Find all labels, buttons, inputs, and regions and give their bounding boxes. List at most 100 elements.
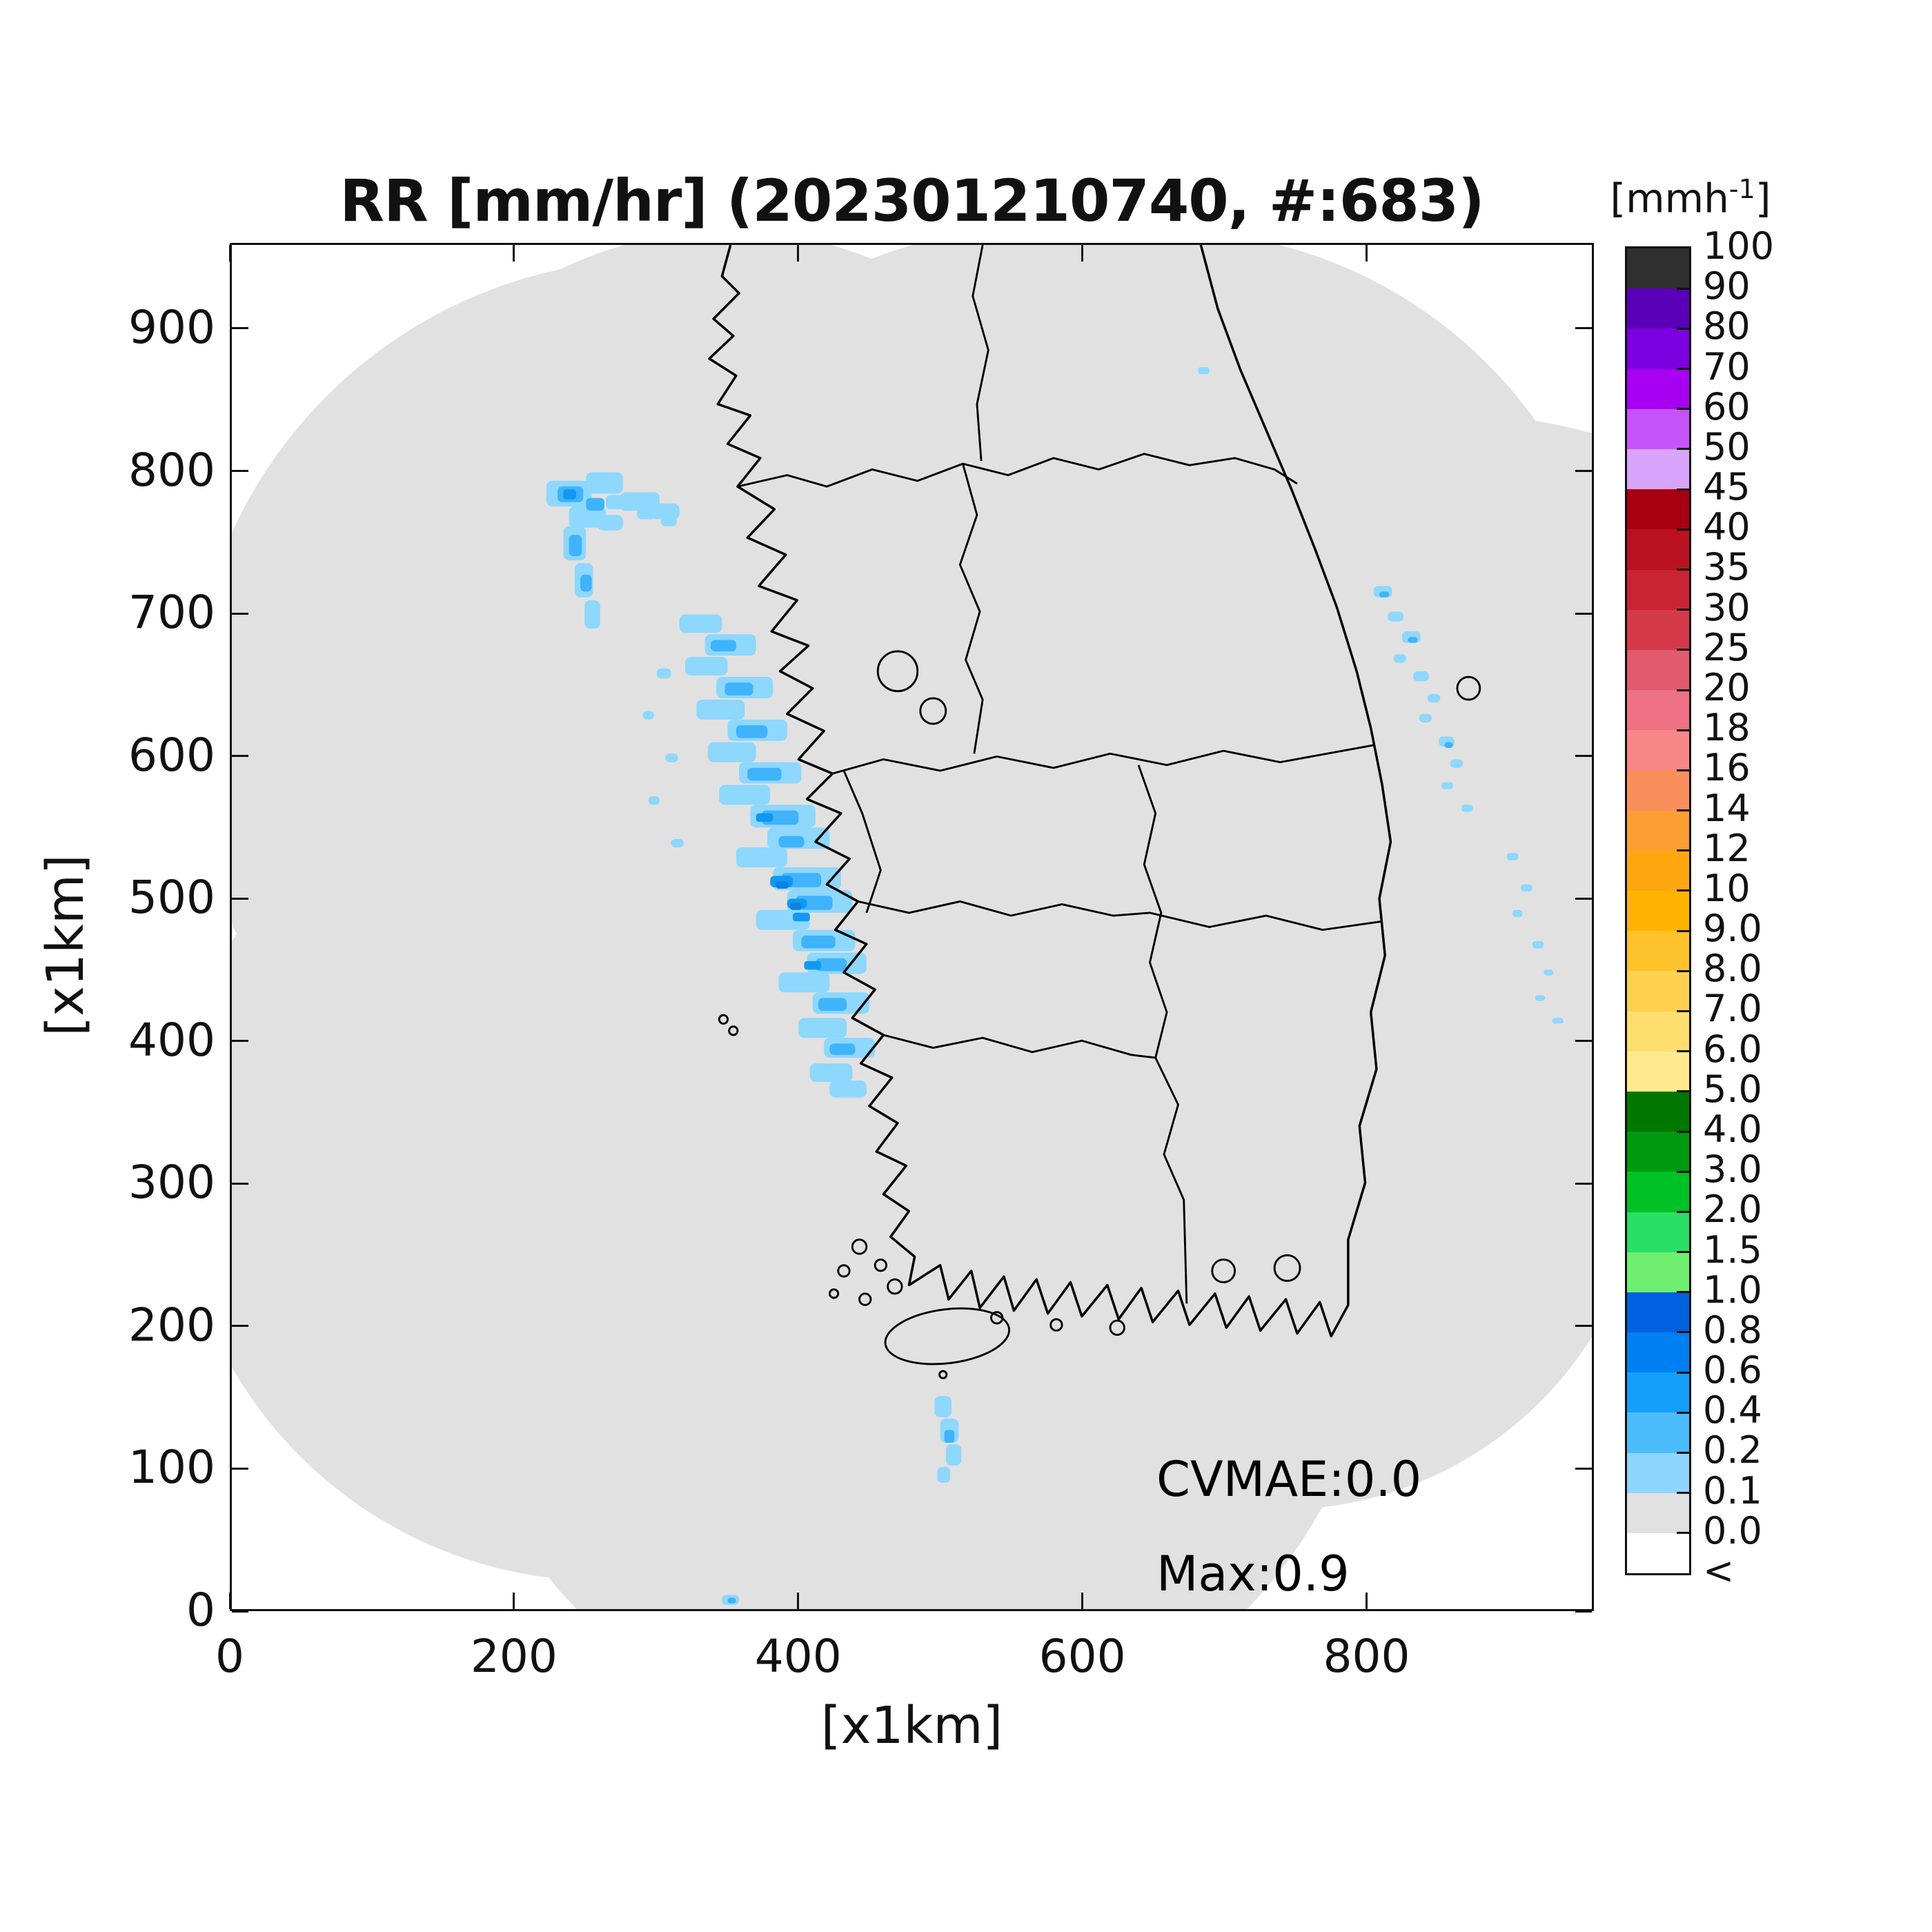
colorbar-segment bbox=[1627, 1332, 1689, 1373]
colorbar-tick-label: 35 bbox=[1703, 545, 1751, 589]
y-tick-label: 200 bbox=[128, 1298, 215, 1352]
colorbar-tick-label: 5.0 bbox=[1703, 1067, 1762, 1111]
map-plot-area: CVMAE:0.0 Max:0.9 bbox=[230, 243, 1594, 1611]
x-tick-bottom bbox=[513, 1593, 515, 1609]
stat-cvmae: CVMAE:0.0 bbox=[1156, 1451, 1422, 1508]
y-tick-right bbox=[1575, 1040, 1592, 1043]
colorbar-segment bbox=[1627, 1533, 1689, 1574]
colorbar-tick bbox=[1677, 1251, 1689, 1254]
colorbar-tick bbox=[1677, 368, 1689, 371]
x-tick-label: 600 bbox=[1038, 1630, 1126, 1683]
y-tick-left bbox=[232, 1467, 248, 1470]
colorbar-unit-sup: -1 bbox=[1728, 174, 1755, 204]
rain-pixels-dark bbox=[776, 881, 802, 910]
y-tick-left bbox=[232, 470, 248, 472]
colorbar-tick bbox=[1677, 1411, 1689, 1414]
colorbar-unit-pre: [mmh bbox=[1610, 175, 1729, 222]
colorbar-segment bbox=[1627, 1212, 1689, 1252]
y-tick-label: 0 bbox=[186, 1584, 215, 1637]
colorbar-tick bbox=[1677, 729, 1689, 731]
y-tick-label: 600 bbox=[128, 728, 215, 782]
colorbar-segment bbox=[1627, 1091, 1689, 1132]
y-tick-left bbox=[232, 755, 248, 758]
colorbar-segment bbox=[1627, 609, 1689, 650]
colorbar-tick-label: 9.0 bbox=[1703, 907, 1762, 951]
colorbar-tick-label: 0.0 bbox=[1703, 1508, 1762, 1552]
colorbar-tick-label: 0.6 bbox=[1703, 1348, 1762, 1392]
colorbar-segment bbox=[1627, 850, 1689, 891]
colorbar-segment bbox=[1627, 770, 1689, 811]
y-tick-left bbox=[232, 1610, 248, 1613]
colorbar-segment bbox=[1627, 931, 1689, 972]
colorbar-tick bbox=[1677, 327, 1689, 330]
colorbar-tick bbox=[1677, 448, 1689, 451]
x-tick-label: 0 bbox=[215, 1630, 244, 1683]
y-tick-label: 100 bbox=[128, 1441, 215, 1495]
x-tick-label: 800 bbox=[1323, 1630, 1410, 1683]
chart-title: RR [mm/hr] (202301210740, #:683) bbox=[339, 167, 1484, 235]
colorbar-tick-label: 10 bbox=[1703, 866, 1751, 910]
colorbar bbox=[1625, 246, 1691, 1575]
colorbar-tick-label: 0.1 bbox=[1703, 1468, 1762, 1512]
colorbar-segment bbox=[1627, 971, 1689, 1012]
colorbar-tick-label: 90 bbox=[1703, 264, 1751, 308]
colorbar-segment bbox=[1627, 489, 1689, 530]
colorbar-segment bbox=[1627, 368, 1689, 409]
colorbar-tick bbox=[1677, 287, 1689, 290]
colorbar-segment bbox=[1627, 891, 1689, 931]
colorbar-segment bbox=[1627, 288, 1689, 329]
colorbar-tick bbox=[1677, 568, 1689, 571]
colorbar-segment bbox=[1627, 649, 1689, 691]
y-tick-left bbox=[232, 1325, 248, 1328]
colorbar-tick bbox=[1677, 1371, 1689, 1374]
x-tick-top bbox=[1366, 245, 1368, 262]
y-tick-right bbox=[1575, 470, 1592, 472]
colorbar-segment bbox=[1627, 569, 1689, 610]
colorbar-tick bbox=[1677, 689, 1689, 691]
colorbar-tick-label: 0.2 bbox=[1703, 1428, 1762, 1472]
x-tick-top bbox=[1081, 245, 1084, 262]
y-tick-left bbox=[232, 1040, 248, 1043]
colorbar-segment bbox=[1627, 1252, 1689, 1292]
colorbar-segment bbox=[1627, 1492, 1689, 1533]
x-tick-label: 200 bbox=[470, 1630, 558, 1683]
colorbar-tick-label: 30 bbox=[1703, 585, 1751, 629]
colorbar-segment bbox=[1627, 1452, 1689, 1493]
colorbar-tick-label: 45 bbox=[1703, 465, 1751, 509]
colorbar-tick-label: 6.0 bbox=[1703, 1027, 1762, 1071]
colorbar-segment bbox=[1627, 248, 1689, 289]
colorbar-tick bbox=[1677, 649, 1689, 651]
colorbar-tick bbox=[1677, 929, 1689, 932]
colorbar-tick bbox=[1677, 1170, 1689, 1173]
colorbar-tick bbox=[1677, 1331, 1689, 1334]
colorbar-tick-label: 1.5 bbox=[1703, 1228, 1762, 1272]
y-tick-left bbox=[232, 327, 248, 330]
colorbar-tick bbox=[1677, 1009, 1689, 1012]
colorbar-tick-label: 70 bbox=[1703, 344, 1751, 388]
x-tick-bottom bbox=[1366, 1593, 1368, 1609]
colorbar-tick bbox=[1677, 609, 1689, 611]
province-borders bbox=[737, 245, 1383, 1304]
colorbar-tick-label: 7.0 bbox=[1703, 987, 1762, 1031]
colorbar-tick-label: 25 bbox=[1703, 625, 1751, 669]
colorbar-segment bbox=[1627, 408, 1689, 449]
stat-max: Max:0.9 bbox=[1156, 1546, 1350, 1602]
colorbar-tick bbox=[1677, 1210, 1689, 1213]
y-tick-label: 900 bbox=[128, 300, 215, 354]
colorbar-segment bbox=[1627, 448, 1689, 490]
colorbar-segment bbox=[1627, 1011, 1689, 1052]
y-tick-label: 500 bbox=[128, 871, 215, 925]
colorbar-tick bbox=[1677, 488, 1689, 491]
y-tick-left bbox=[232, 897, 248, 900]
y-tick-label: 700 bbox=[128, 586, 215, 640]
colorbar-segment bbox=[1627, 529, 1689, 570]
colorbar-tick bbox=[1677, 408, 1689, 411]
colorbar-segment bbox=[1627, 1292, 1689, 1333]
colorbar-tick-label: 1.0 bbox=[1703, 1268, 1762, 1312]
colorbar-tick-label: 16 bbox=[1703, 746, 1751, 790]
y-tick-right bbox=[1575, 755, 1592, 758]
colorbar-segment bbox=[1627, 690, 1689, 731]
colorbar-tick bbox=[1677, 1050, 1689, 1053]
y-tick-label: 400 bbox=[128, 1013, 215, 1067]
